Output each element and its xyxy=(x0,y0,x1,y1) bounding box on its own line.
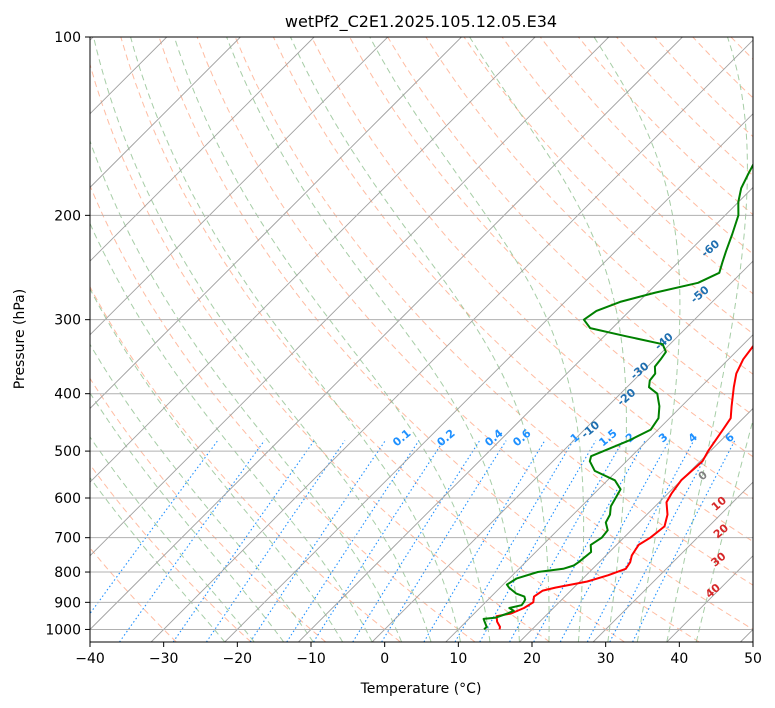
moist-adiabat-line xyxy=(90,287,344,642)
moist-adiabat-line xyxy=(90,343,314,642)
moist-adiabat-line xyxy=(90,392,285,642)
data-series xyxy=(482,162,753,631)
y-tick-label: 900 xyxy=(54,595,81,611)
isotherm-line xyxy=(592,481,753,642)
isotherm-line xyxy=(90,37,389,336)
y-tick-label: 100 xyxy=(54,30,81,46)
isotherm-line xyxy=(298,186,753,642)
moist-adiabat-line xyxy=(90,436,255,642)
isotherm-line xyxy=(90,37,462,410)
moist-adiabat-line xyxy=(593,37,681,642)
mixing-ratio-line xyxy=(454,440,574,642)
x-tick-label: 0 xyxy=(380,651,389,667)
dry-adiabat-line xyxy=(234,37,753,586)
dry-adiabat-line xyxy=(311,37,753,500)
dry-adiabat-line xyxy=(196,37,753,630)
y-tick-label: 200 xyxy=(54,208,81,224)
moist-adiabat-line xyxy=(226,37,520,642)
dewpoint-profile xyxy=(482,162,753,631)
moist-adiabat-line xyxy=(173,37,491,642)
temperature-profile xyxy=(495,344,753,630)
y-tick-label: 300 xyxy=(54,313,81,329)
x-tick-label: −30 xyxy=(149,651,179,667)
mixing-ratio-line xyxy=(423,440,546,642)
isotherm-line xyxy=(90,37,610,557)
plot-area: 0.10.20.40.611.52346810131620253036-100-… xyxy=(90,37,753,642)
x-tick-label: 50 xyxy=(744,651,762,667)
moist-adiabats xyxy=(90,37,753,642)
dry-adiabats xyxy=(90,37,753,642)
mixing-ratio-line xyxy=(249,440,386,642)
x-axis-ticks: −40 −30 −20 −10 0 10 20 30 40 50 xyxy=(75,642,762,667)
mixing-ratio-line xyxy=(172,440,315,642)
y-axis-label: Pressure (hPa) xyxy=(12,289,28,389)
mixing-ratio-line xyxy=(352,440,481,642)
isotherm-line xyxy=(371,260,753,642)
moist-adiabat-line xyxy=(130,37,461,642)
y-tick-label: 500 xyxy=(54,444,81,460)
moist-adiabat-line xyxy=(369,37,585,642)
isotherm-line xyxy=(90,37,315,262)
mixing-ratio-line xyxy=(119,440,265,642)
mixing-ratio-line xyxy=(559,440,670,642)
mixing-ratio-line xyxy=(509,440,624,642)
pressure-gridlines xyxy=(90,37,753,630)
x-tick-label: −40 xyxy=(75,651,105,667)
x-tick-label: 20 xyxy=(523,651,541,667)
dry-adiabat-line xyxy=(272,37,753,543)
x-tick-label: −10 xyxy=(296,651,326,667)
chart-title: wetPf2_C2E1.2025.105.12.05.E34 xyxy=(285,12,557,32)
dry-adiabat-line xyxy=(90,377,327,642)
dry-adiabat-line xyxy=(90,463,252,642)
x-axis-label: Temperature (°C) xyxy=(360,681,482,697)
isotherm-line xyxy=(90,37,536,483)
moist-adiabat-line xyxy=(290,37,550,642)
isotherm-line xyxy=(519,407,753,642)
mixing-ratio-line xyxy=(90,440,219,615)
y-tick-label: 800 xyxy=(54,565,81,581)
y-axis-ticks: 100 200 300 400 500 600 700 800 900 1000 xyxy=(45,30,90,638)
dry-adiabat-line xyxy=(120,37,625,642)
dry-adiabat-line xyxy=(463,37,753,335)
isotherms xyxy=(90,37,753,642)
x-tick-label: 40 xyxy=(670,651,688,667)
dry-adiabat-line xyxy=(501,37,753,295)
moist-adiabat-line xyxy=(93,37,432,642)
mixing-ratio-line xyxy=(286,440,420,642)
isotherm-line xyxy=(150,39,753,642)
y-tick-label: 600 xyxy=(54,491,81,507)
y-tick-label: 1000 xyxy=(45,622,81,638)
isotherm-line xyxy=(224,113,753,642)
moist-adiabat-line xyxy=(90,139,403,642)
isotherm-line xyxy=(445,334,753,642)
dry-adiabat-line xyxy=(90,62,551,642)
x-tick-label: 10 xyxy=(449,651,467,667)
dry-adiabat-line xyxy=(158,37,700,642)
x-tick-label: −20 xyxy=(223,651,253,667)
moist-adiabat-line xyxy=(666,37,748,642)
y-tick-label: 700 xyxy=(54,531,81,547)
mixing-ratio-line xyxy=(313,440,445,642)
mixing-ratio-line xyxy=(632,440,736,642)
isotherm-line xyxy=(90,37,241,189)
y-tick-label: 400 xyxy=(54,387,81,403)
moist-adiabat-line xyxy=(469,37,627,642)
plot-frame xyxy=(89,36,754,643)
x-tick-label: 30 xyxy=(597,651,615,667)
isotherm-line xyxy=(90,37,683,631)
moist-adiabat-line xyxy=(90,476,226,642)
moist-adiabat-line xyxy=(695,418,753,642)
moist-adiabat-line xyxy=(90,222,373,642)
